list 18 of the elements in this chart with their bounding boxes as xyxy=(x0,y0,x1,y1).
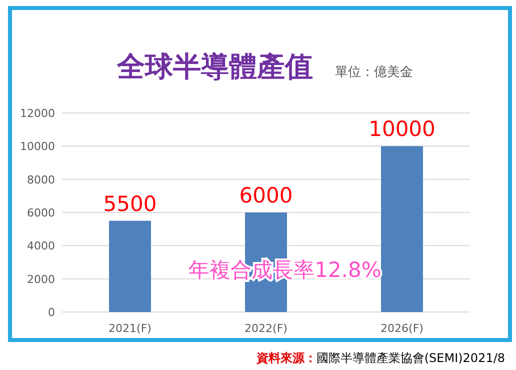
bar xyxy=(109,220,151,312)
x-tick-label: 2021(F) xyxy=(108,322,152,335)
data-label: 5500 xyxy=(103,192,157,216)
chart-title: 全球半導體產值 xyxy=(116,50,313,83)
chart-subtitle: 單位：億美金 xyxy=(335,64,413,80)
x-tick-label: 2022(F) xyxy=(244,322,288,335)
y-tick-label: 2000 xyxy=(27,272,55,286)
y-tick-label: 4000 xyxy=(27,240,55,253)
data-label: 10000 xyxy=(368,117,436,142)
bar xyxy=(381,146,423,312)
x-tick-label: 2026(F) xyxy=(380,322,424,335)
y-tick-label: 6000 xyxy=(27,206,55,220)
y-tick-label: 10000 xyxy=(20,140,55,154)
y-tick-label: 0 xyxy=(48,306,55,319)
data-label: 6000 xyxy=(239,184,293,208)
text: 資料來源：國際半導體產業協會(SEMI)2021/8 xyxy=(255,351,505,365)
y-tick-label: 8000 xyxy=(27,173,55,186)
y-tick-label: 12000 xyxy=(20,107,55,120)
